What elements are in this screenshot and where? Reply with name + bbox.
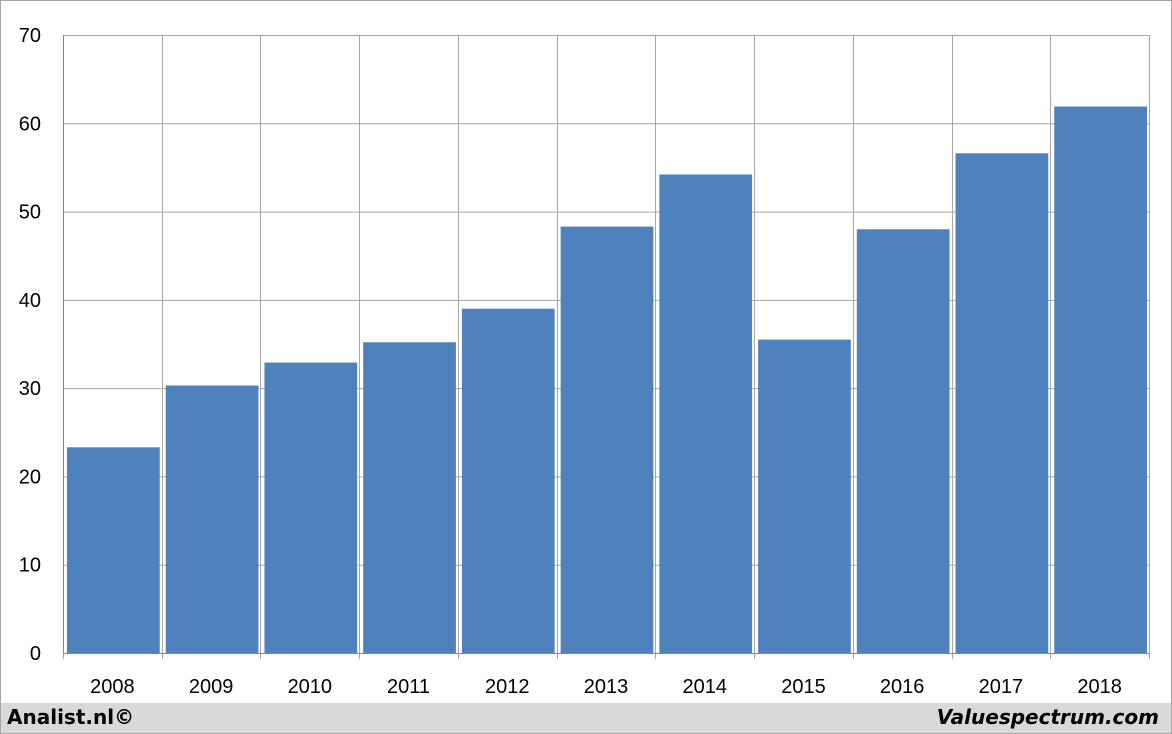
x-tick-label: 2014	[682, 676, 727, 698]
y-tick-label: 0	[30, 643, 41, 665]
y-tick-label: 60	[19, 113, 41, 135]
y-tick-label: 40	[19, 290, 41, 312]
axes	[63, 35, 1149, 654]
bar-2013	[560, 226, 654, 653]
bar-2017	[955, 153, 1049, 653]
bar-2018	[1054, 106, 1147, 654]
bar-2011	[363, 342, 456, 653]
x-tick-label: 2012	[485, 676, 530, 698]
bar-2012	[461, 308, 555, 653]
x-tick-label: 2008	[90, 676, 135, 698]
footer-brand-label: Valuespectrum.com	[936, 705, 1159, 729]
x-tick-label: 2009	[189, 676, 234, 698]
y-axis-ticks: 0 10 20 30 40 50 60 70	[19, 25, 41, 665]
y-tick-label: 50	[19, 202, 41, 224]
bar-2014	[659, 174, 753, 653]
x-tick-label: 2010	[288, 676, 333, 698]
x-tick-label: 2016	[880, 676, 925, 698]
x-tick-label: 2011	[387, 676, 430, 698]
bar-chart: 0 10 20 30 40 50 60 70 2008 2009 2010 2011 2012 2013…	[19, 25, 1150, 698]
bars	[67, 106, 1147, 654]
x-tick-label: 2018	[1077, 676, 1122, 698]
bar-2009	[165, 385, 259, 653]
footer-bar: Analist.nl© Valuespectrum.com	[1, 703, 1171, 733]
bar-2008	[67, 447, 160, 653]
bar-2010	[264, 362, 358, 653]
y-tick-label: 70	[19, 25, 41, 47]
y-tick-label: 30	[19, 378, 41, 400]
bar-2015	[758, 339, 851, 653]
x-tick-label: 2013	[584, 676, 629, 698]
footer-source-label: Analist.nl©	[7, 705, 135, 729]
x-tick-label: 2017	[979, 676, 1024, 698]
bar-2016	[856, 229, 950, 653]
y-tick-label: 20	[19, 466, 41, 488]
x-axis-ticks: 2008 2009 2010 2011 2012 2013 2014 2015 2016 2017…	[90, 676, 1122, 698]
y-tick-label: 10	[19, 555, 41, 577]
x-tick-label: 2015	[781, 676, 826, 698]
